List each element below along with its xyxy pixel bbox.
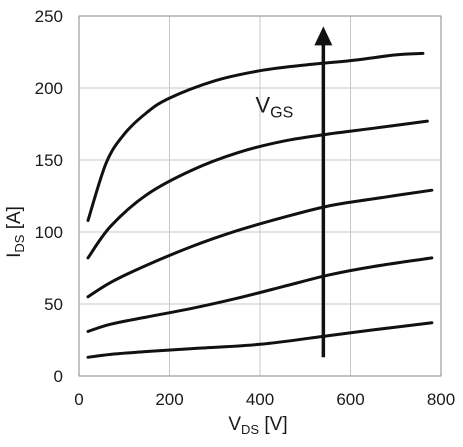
x-tick-label: 400 [246, 390, 274, 409]
y-tick-label: 50 [44, 295, 63, 314]
x-axis-title-sub: DS [241, 422, 259, 437]
y-tick-label: 200 [35, 79, 63, 98]
tick-labels: 0 200 400 600 800 0 50 100 150 200 250 [35, 7, 456, 409]
x-axis-title: VDS [V] [228, 414, 287, 437]
vgs-arrow-head [314, 26, 333, 46]
series-line-5 [86, 51, 425, 222]
y-axis-title-unit: [A] [4, 206, 25, 235]
y-tick-label: 0 [54, 367, 63, 386]
vgs-annotation-sub: GS [270, 104, 293, 121]
series-line-2 [86, 256, 434, 333]
y-tick-label: 150 [35, 151, 63, 170]
x-tick-label: 600 [336, 390, 364, 409]
series-line-4 [86, 119, 429, 260]
vgs-annotation-main: V [255, 92, 270, 117]
series-line-3 [86, 188, 434, 299]
y-axis-title: IDS [A] [4, 206, 27, 258]
y-tick-label: 100 [35, 223, 63, 242]
plot-frame [78, 15, 442, 377]
series-line-1 [86, 321, 434, 359]
x-axis-title-unit: [V] [259, 414, 288, 435]
x-axis-title-main: V [228, 414, 241, 435]
y-axis-title-sub: DS [12, 234, 27, 252]
vgs-annotation: VGS [255, 92, 293, 121]
y-tick-label: 250 [35, 7, 63, 26]
x-tick-label: 0 [74, 390, 83, 409]
y-axis-title-main: I [4, 253, 25, 258]
x-tick-label: 800 [427, 390, 455, 409]
series-layer [86, 51, 434, 359]
x-tick-label: 200 [155, 390, 183, 409]
